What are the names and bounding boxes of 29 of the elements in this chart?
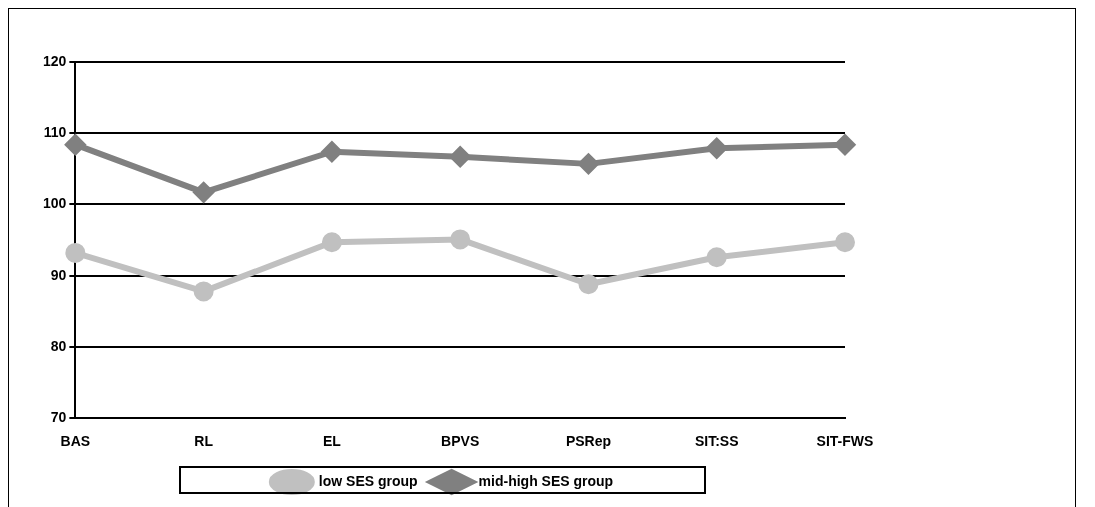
point: [450, 146, 471, 167]
x-tick-label: BAS: [60, 433, 91, 450]
point: [578, 153, 599, 174]
x-tick-label: SIT-FWS: [816, 433, 874, 450]
point: [65, 134, 86, 155]
x-tick-label: EL: [322, 433, 342, 450]
point: [706, 138, 727, 159]
x-tick-label: RL: [194, 433, 214, 450]
point: [321, 141, 342, 162]
point: [65, 242, 86, 263]
y-tick-label: 70: [50, 409, 67, 426]
point: [193, 182, 214, 203]
point: [450, 229, 471, 250]
x-tick-label: BPVS: [441, 433, 480, 450]
x-tick-label: SIT:SS: [694, 433, 739, 450]
point: [321, 232, 342, 253]
legend-label: low SES group: [318, 472, 418, 489]
point: [193, 281, 214, 302]
point: [578, 274, 599, 295]
y-tick-label: 110: [43, 124, 67, 141]
point: [835, 232, 855, 253]
legend-label: mid-high SES group: [478, 472, 614, 489]
point: [706, 247, 727, 268]
y-tick-label: 100: [43, 195, 67, 212]
point: [835, 134, 855, 155]
y-tick-label: 80: [50, 337, 67, 354]
x-tick-label: PSRep: [565, 433, 612, 450]
y-tick-label: 90: [50, 266, 67, 283]
y-tick-label: 120: [43, 52, 67, 69]
